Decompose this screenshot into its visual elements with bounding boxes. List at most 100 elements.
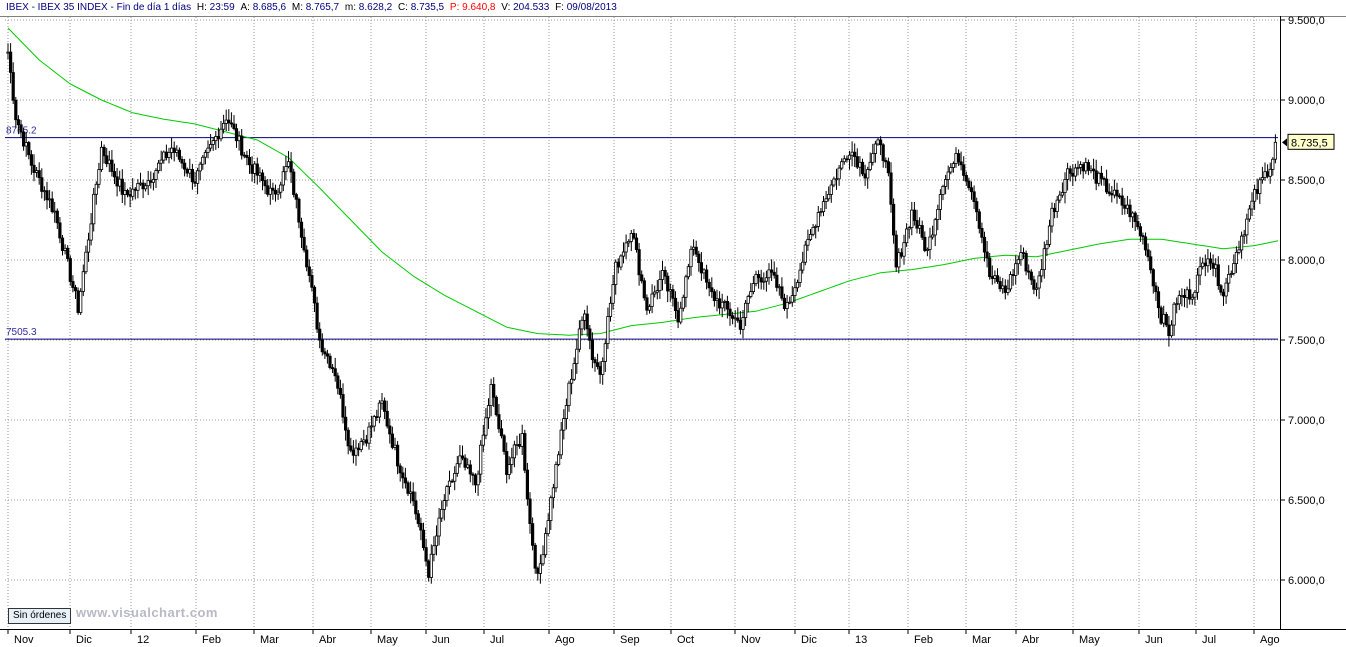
price-bar [1141,232,1145,245]
price-bar [203,149,207,165]
price-bar [801,251,805,274]
price-bar [879,136,883,156]
price-bar [486,398,491,429]
price-bar [1258,177,1262,204]
price-bar [780,277,784,301]
header-p-value: : 9.640,8 [456,2,496,13]
price-bar [749,282,753,299]
price-bar [1229,270,1233,278]
y-tick-label: 6.000,0 [1288,575,1325,587]
price-bar [453,466,457,491]
price-bar [450,478,454,483]
price-bar [302,228,306,253]
price-bar [925,247,930,257]
x-tick-label: Jun [1145,634,1163,646]
x-tick-label: Feb [202,634,221,646]
price-bar [645,294,649,315]
price-bar [671,284,675,307]
price-bar [871,143,875,166]
price-bar [923,231,927,253]
price-bar [949,163,953,175]
price-bar [951,161,956,173]
price-bar [936,204,940,231]
x-tick-label: May [1079,634,1100,646]
price-bar [531,517,535,551]
price-bar [136,179,140,199]
price-bar [146,171,150,196]
price-bar [320,333,324,356]
price-bar [263,176,267,195]
price-bar [1151,268,1155,294]
price-bar [245,150,249,166]
price-bar [325,349,330,364]
price-bar [606,307,610,350]
price-bar [234,123,239,148]
price-bar [1086,159,1090,176]
price-bar [640,270,644,284]
y-tick-label: 9.500,0 [1288,15,1325,27]
price-bar [284,155,288,181]
price-bar [1076,160,1080,176]
price-bar [1133,211,1137,231]
price-bar [619,254,623,271]
orders-button[interactable]: Sin órdenes [8,608,72,624]
price-bar [37,162,41,185]
price-bar [962,156,966,181]
price-bar [416,510,420,528]
price-bar [447,470,452,495]
price-bar [712,289,717,307]
price-bar [156,160,161,174]
price-bar [297,197,301,229]
price-bar [14,96,18,128]
price-bar [1154,282,1158,301]
price-bar [81,264,85,297]
x-tick-label: Abr [319,634,336,646]
price-bar [11,62,15,104]
header-c-label: C: [397,2,408,13]
y-tick-label: 8.000,0 [1288,255,1325,267]
price-bar [16,115,21,135]
x-tick-label: Jul [1202,634,1216,646]
price-bar [1068,165,1072,182]
price-bar [208,134,213,152]
price-bar [120,169,124,203]
price-bar [323,347,327,359]
price-bar [330,364,335,373]
price-bar [55,208,59,229]
price-bar [1227,265,1231,293]
price-bar [1128,199,1132,223]
price-bar [367,422,371,450]
price-bar [1190,293,1194,305]
header-f-value: 09/08/2013 [566,2,617,13]
price-bar [793,278,797,303]
price-bar [816,206,820,232]
price-bar [1159,305,1163,325]
price-bar [1047,219,1052,248]
price-bar [468,460,472,483]
price-bar [341,383,345,424]
price-bar [658,270,662,299]
price-bar [938,189,943,220]
price-bar [1216,256,1220,290]
price-bar [232,115,236,131]
price-bar [307,259,311,283]
header-f-label: F: [555,2,564,13]
x-tick-label: Jun [432,634,450,646]
price-bar [614,259,618,295]
y-tick-label: 9.000,0 [1288,95,1325,107]
price-bar [611,275,615,310]
price-bar [1008,271,1013,292]
price-bar [1060,182,1064,198]
price-bar [190,163,194,190]
price-bar [821,196,826,217]
price-bar [310,269,314,292]
price-bar [497,404,501,433]
price-bar [1099,165,1103,186]
price-bar [182,158,187,177]
price-bar [1138,223,1142,242]
price-bar [785,295,789,319]
price-bar [455,456,459,477]
price-bar [1105,169,1109,195]
price-bar [1175,297,1179,314]
